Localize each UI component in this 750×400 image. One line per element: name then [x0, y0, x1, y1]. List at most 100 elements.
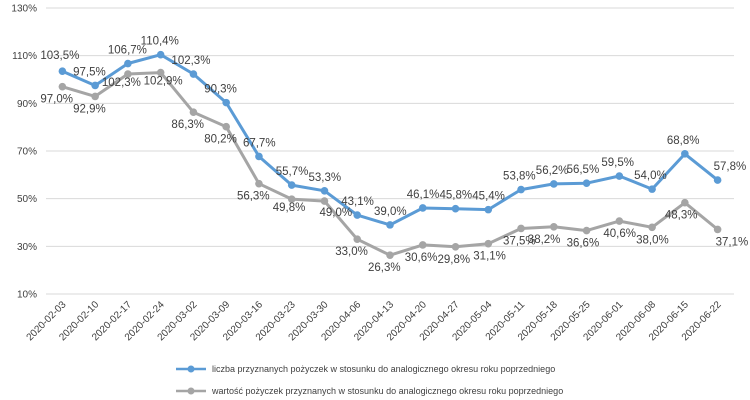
data-label: 90,3% — [204, 84, 237, 96]
data-point — [550, 180, 558, 188]
data-label: 49,8% — [273, 202, 306, 214]
data-label: 57,8% — [714, 161, 747, 173]
legend-label-value: wartość pożyczek przyznanych w stosunku … — [211, 386, 563, 396]
y-tick-label: 130% — [11, 4, 37, 15]
data-label: 56,5% — [567, 164, 600, 176]
y-tick-label: 110% — [12, 51, 37, 62]
data-labels: 103,5% 97,5%106,7%110,4% 102,3% 90,3% 67,7% 5… — [40, 36, 748, 274]
data-label: 33,0% — [335, 246, 368, 258]
data-point — [418, 241, 427, 249]
data-point — [517, 185, 525, 194]
data-label: 38,2% — [528, 234, 561, 246]
data-label: 59,5% — [601, 157, 634, 169]
data-label: 56,3% — [237, 191, 270, 203]
data-label: 55,7% — [276, 166, 309, 178]
data-label: 37,1% — [716, 236, 749, 248]
data-point — [255, 152, 263, 161]
data-point — [582, 226, 591, 235]
data-label: 67,7% — [243, 137, 276, 149]
data-label: 68,8% — [667, 135, 700, 147]
legend: liczba przyznanych pożyczek w stosunku d… — [176, 364, 563, 396]
data-label: 103,5% — [40, 50, 79, 62]
data-point — [320, 197, 329, 205]
data-point — [287, 181, 296, 189]
data-point — [386, 221, 394, 229]
data-label: 29,8% — [438, 254, 471, 266]
data-label: 43,1% — [341, 196, 374, 208]
data-point — [222, 122, 230, 131]
data-label: 36,6% — [567, 238, 600, 250]
data-label: 38,0% — [636, 234, 669, 246]
data-point — [615, 217, 624, 225]
data-point — [58, 82, 67, 91]
data-label: 37,5% — [503, 235, 536, 247]
legend-item-value: wartość pożyczek przyznanych w stosunku … — [176, 386, 563, 396]
data-point — [124, 59, 132, 68]
data-label: 56,2% — [536, 165, 569, 177]
data-point — [287, 195, 296, 203]
data-point — [484, 239, 493, 248]
data-label: 26,3% — [368, 262, 401, 274]
legend-marker-value — [187, 387, 195, 395]
data-point — [615, 172, 624, 180]
data-point — [713, 225, 722, 234]
data-label: 30,6% — [405, 252, 438, 264]
data-point — [681, 198, 689, 207]
data-label: 40,6% — [603, 228, 636, 240]
data-point — [156, 68, 165, 77]
legend-label-count: liczba przyznanych pożyczek w stosunku d… — [212, 364, 555, 374]
data-point — [353, 211, 362, 219]
data-point — [58, 67, 67, 75]
data-point — [353, 235, 362, 243]
data-point — [156, 50, 165, 59]
data-point — [222, 98, 230, 107]
data-label: 80,2% — [204, 134, 237, 146]
data-point — [189, 108, 198, 116]
gridlines — [46, 7, 734, 295]
data-label: 102,3% — [102, 77, 141, 89]
data-point — [189, 70, 198, 78]
y-tick-label: 10% — [17, 290, 37, 301]
data-label: 110,4% — [141, 36, 179, 48]
legend-item-count: liczba przyznanych pożyczek w stosunku d… — [176, 364, 555, 374]
x-axis-ticks: 2020-02-032020-02-102020-02-172020-02-24… — [25, 299, 724, 343]
data-point — [91, 81, 99, 90]
data-point — [550, 222, 558, 231]
data-point — [91, 92, 99, 101]
data-label: 86,3% — [171, 119, 204, 131]
data-point — [713, 176, 722, 184]
data-label: 53,8% — [503, 171, 536, 183]
data-label: 53,3% — [308, 172, 341, 184]
data-label: 49,0% — [319, 207, 352, 219]
data-label: 97,0% — [40, 94, 73, 106]
data-point — [648, 185, 656, 193]
data-point — [255, 179, 263, 188]
data-point — [418, 204, 427, 212]
y-tick-label: 50% — [17, 194, 37, 205]
data-label: 102,3% — [171, 55, 210, 67]
y-tick-label: 30% — [17, 242, 37, 253]
data-point — [451, 243, 460, 251]
data-label: 39,0% — [374, 206, 407, 218]
data-label: 106,7% — [108, 45, 147, 57]
data-point — [582, 179, 591, 187]
series-lines — [58, 50, 722, 259]
data-point — [451, 204, 460, 213]
legend-marker-count — [187, 365, 195, 373]
data-label: 92,9% — [73, 103, 106, 115]
data-point — [648, 223, 656, 232]
data-point — [320, 187, 329, 195]
data-label: 97,5% — [73, 66, 106, 78]
y-axis-ticks: 10% 30% 50% 70% 90% 110% 130% — [11, 4, 37, 301]
y-tick-label: 70% — [17, 147, 37, 158]
data-label: 102,9% — [144, 76, 183, 88]
data-label: 54,0% — [634, 170, 667, 182]
data-point — [517, 224, 525, 233]
data-point — [124, 70, 132, 78]
y-tick-label: 90% — [17, 99, 37, 110]
data-label: 31,1% — [473, 251, 506, 263]
data-label: 45,8% — [440, 190, 473, 202]
data-label: 48,3% — [665, 210, 698, 222]
data-point — [484, 205, 493, 214]
